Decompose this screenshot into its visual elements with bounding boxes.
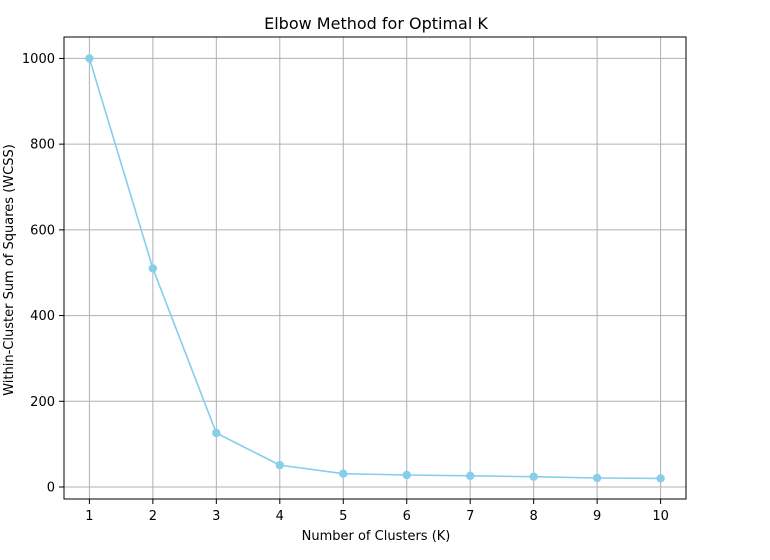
y-tick-label: 800: [30, 138, 55, 153]
x-tick-label: 8: [530, 509, 538, 524]
wcss-point: [275, 460, 284, 470]
x-tick-label: 1: [85, 509, 93, 524]
x-tick-label: 9: [593, 509, 601, 524]
x-tick-label: 7: [466, 509, 474, 524]
plot-frame: [63, 36, 687, 500]
series-layer: [85, 54, 665, 483]
wcss-point: [212, 428, 221, 438]
wcss-line: [88, 58, 661, 480]
wcss-point: [85, 54, 94, 63]
x-axis-label: Number of Clusters (K): [302, 529, 451, 544]
y-tick-label: 1000: [22, 52, 55, 67]
y-tick-label: 200: [30, 395, 55, 410]
y-tick-label: 400: [30, 309, 55, 324]
wcss-point: [592, 473, 602, 483]
y-tick-label: 600: [30, 223, 55, 238]
x-tick-label: 3: [212, 509, 220, 524]
chart-title: Elbow Method for Optimal K: [264, 14, 488, 33]
wcss-point: [148, 264, 158, 273]
grid-layer: [64, 37, 686, 499]
wcss-point: [339, 469, 348, 478]
y-axis-label: Within-Cluster Sum of Squares (WCSS): [2, 144, 17, 396]
wcss-point: [529, 472, 538, 481]
wcss-point: [402, 470, 411, 480]
x-tick-label: 10: [652, 509, 669, 524]
ticks-layer: 1 2 3 4 5 6 7 8 9 10 0 200 400 600 800 1000: [22, 52, 669, 524]
wcss-point: [466, 471, 475, 481]
wcss-point: [656, 474, 665, 483]
x-tick-label: 2: [149, 509, 157, 524]
x-tick-label: 6: [403, 509, 411, 524]
x-tick-label: 4: [276, 509, 284, 524]
y-tick-label: 0: [47, 481, 55, 496]
x-tick-label: 5: [339, 509, 347, 524]
